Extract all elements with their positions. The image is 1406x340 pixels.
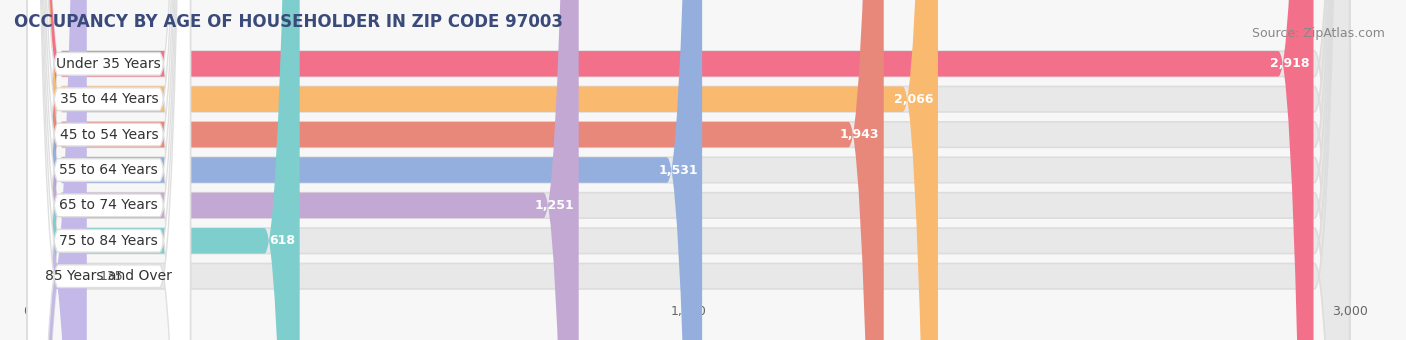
Text: 35 to 44 Years: 35 to 44 Years	[59, 92, 157, 106]
Text: 1,943: 1,943	[839, 128, 879, 141]
FancyBboxPatch shape	[27, 0, 1350, 340]
FancyBboxPatch shape	[27, 0, 884, 340]
FancyBboxPatch shape	[27, 0, 190, 340]
Text: 2,918: 2,918	[1270, 57, 1309, 70]
FancyBboxPatch shape	[27, 0, 579, 340]
FancyBboxPatch shape	[27, 0, 702, 340]
FancyBboxPatch shape	[27, 0, 190, 340]
FancyBboxPatch shape	[27, 0, 190, 340]
FancyBboxPatch shape	[27, 0, 190, 340]
Text: 75 to 84 Years: 75 to 84 Years	[59, 234, 159, 248]
Text: Under 35 Years: Under 35 Years	[56, 57, 162, 71]
Text: 45 to 54 Years: 45 to 54 Years	[59, 128, 157, 141]
Text: 618: 618	[270, 234, 295, 247]
FancyBboxPatch shape	[27, 0, 1350, 340]
FancyBboxPatch shape	[27, 0, 1350, 340]
Text: OCCUPANCY BY AGE OF HOUSEHOLDER IN ZIP CODE 97003: OCCUPANCY BY AGE OF HOUSEHOLDER IN ZIP C…	[14, 13, 562, 31]
FancyBboxPatch shape	[27, 0, 1350, 340]
Text: Source: ZipAtlas.com: Source: ZipAtlas.com	[1251, 27, 1385, 40]
Text: 1,251: 1,251	[534, 199, 574, 212]
Text: 85 Years and Over: 85 Years and Over	[45, 269, 173, 283]
Text: 65 to 74 Years: 65 to 74 Years	[59, 199, 159, 212]
Text: 55 to 64 Years: 55 to 64 Years	[59, 163, 159, 177]
FancyBboxPatch shape	[27, 0, 1350, 340]
FancyBboxPatch shape	[27, 0, 938, 340]
Text: 1,531: 1,531	[658, 164, 697, 176]
FancyBboxPatch shape	[27, 0, 299, 340]
FancyBboxPatch shape	[27, 0, 1313, 340]
FancyBboxPatch shape	[27, 0, 1350, 340]
FancyBboxPatch shape	[27, 0, 190, 340]
FancyBboxPatch shape	[27, 0, 190, 340]
FancyBboxPatch shape	[27, 0, 87, 340]
Text: 135: 135	[100, 270, 124, 283]
Text: 2,066: 2,066	[894, 93, 934, 106]
FancyBboxPatch shape	[27, 0, 1350, 340]
FancyBboxPatch shape	[27, 0, 190, 340]
